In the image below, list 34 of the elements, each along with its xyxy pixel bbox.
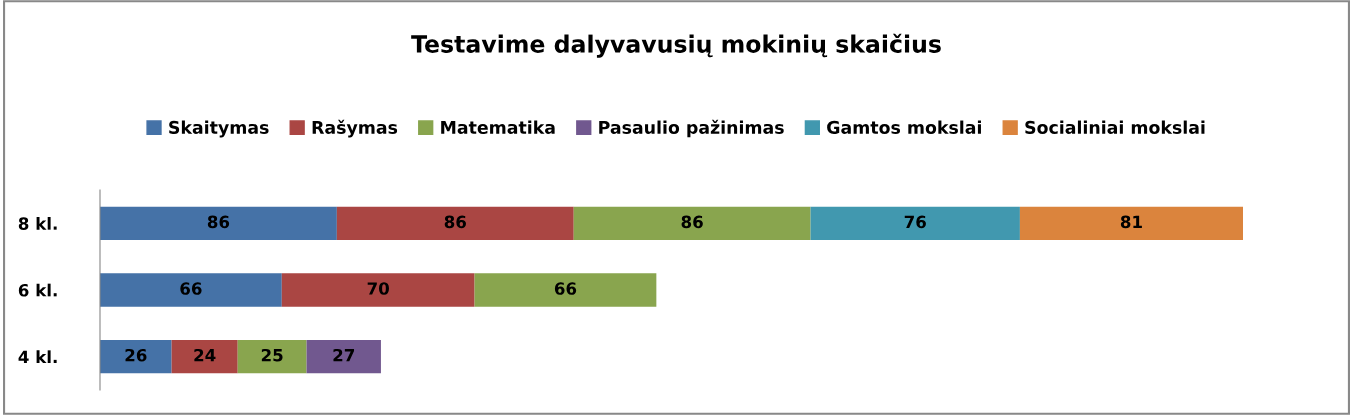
- bar: [810, 206, 1020, 240]
- bar: [1019, 206, 1243, 240]
- data-label: 24: [194, 348, 216, 362]
- legend-label: Rašymas: [312, 119, 398, 138]
- legend-label: Pasaulio pažinimas: [599, 119, 784, 138]
- chart-title: Testavime dalyvavusių mokinių skaičius: [411, 33, 941, 58]
- bar: [573, 206, 811, 240]
- data-label: 81: [1120, 215, 1142, 229]
- y-tick-label: 4 kl.: [18, 350, 57, 363]
- bar: [100, 273, 282, 307]
- bar: [474, 273, 657, 307]
- y-tick-label: 8 kl.: [18, 217, 57, 230]
- bar: [306, 340, 381, 374]
- data-label: 26: [125, 348, 147, 362]
- data-label: 27: [333, 348, 355, 362]
- bar: [100, 206, 337, 240]
- data-label: 86: [681, 215, 703, 229]
- data-label: 86: [207, 215, 230, 229]
- y-tick-label: 6 kl.: [18, 283, 57, 297]
- data-label: 66: [180, 282, 202, 295]
- bar: [281, 273, 475, 307]
- bar: [336, 206, 574, 240]
- legend-label: Gamtos mokslai: [827, 120, 981, 134]
- data-label: 70: [367, 282, 389, 295]
- data-label: 76: [904, 215, 926, 229]
- data-label: 66: [554, 282, 577, 295]
- bar: [100, 340, 172, 374]
- bar: [171, 340, 238, 374]
- data-label: 86: [444, 215, 466, 229]
- bar: [237, 340, 307, 374]
- legend-label: Matematika: [441, 120, 555, 134]
- data-label: 25: [261, 348, 283, 362]
- legend-label: Skaitymas: [169, 120, 269, 138]
- legend-label: Socialiniai mokslai: [1025, 120, 1205, 134]
